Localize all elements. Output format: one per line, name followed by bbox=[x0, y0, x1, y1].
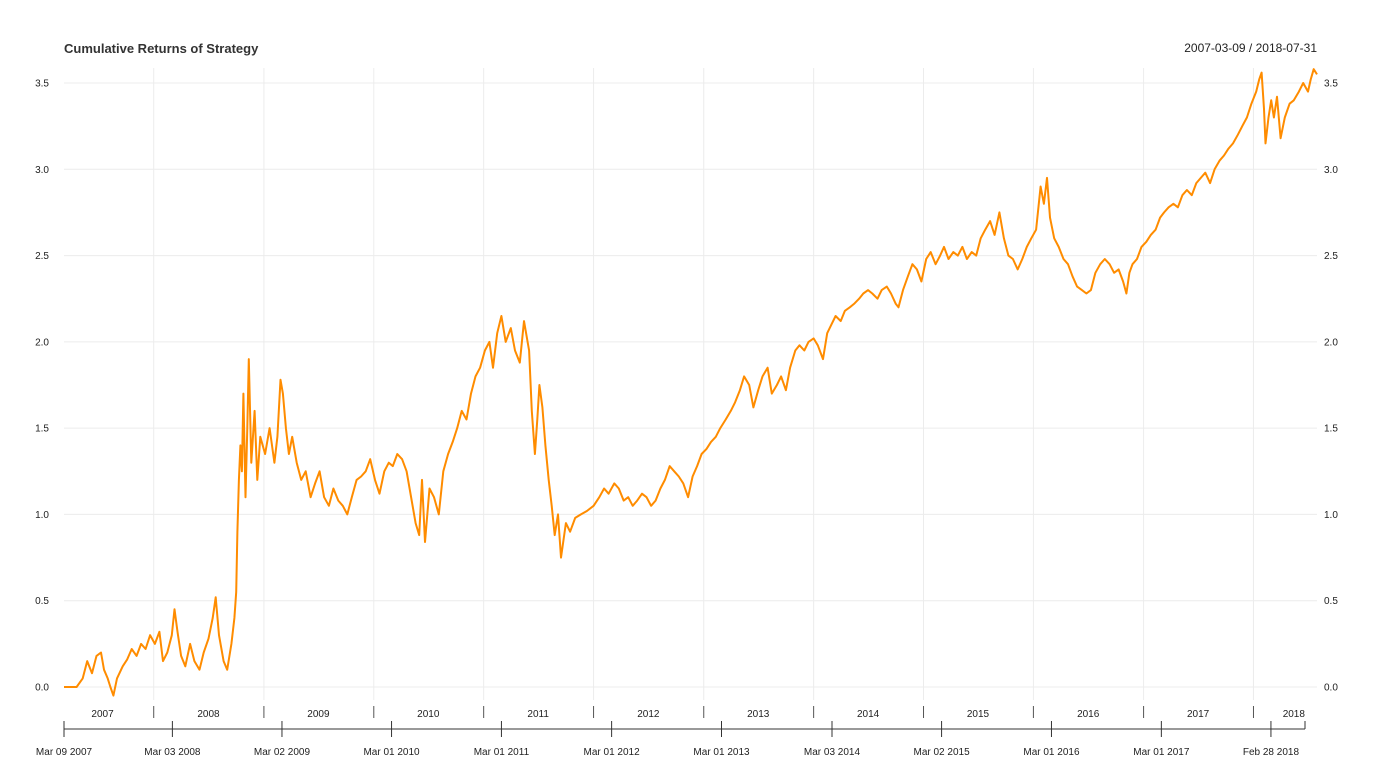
x-year-label: 2009 bbox=[307, 709, 330, 720]
date-tick-label: Mar 02 2015 bbox=[914, 747, 971, 758]
y-tick-label-right: 3.5 bbox=[1324, 79, 1338, 90]
date-tick-label: Feb 28 2018 bbox=[1243, 747, 1300, 758]
y-tick-label-left: 0.0 bbox=[35, 683, 49, 694]
date-tick-label: Mar 01 2010 bbox=[363, 747, 420, 758]
x-year-label: 2013 bbox=[747, 709, 770, 720]
date-tick-label: Mar 03 2008 bbox=[144, 747, 201, 758]
x-year-label: 2008 bbox=[197, 709, 220, 720]
date-tick-label: Mar 01 2016 bbox=[1023, 747, 1080, 758]
date-tick-label: Mar 01 2011 bbox=[474, 747, 530, 758]
y-tick-label-left: 0.5 bbox=[35, 596, 49, 607]
date-tick-label: Mar 02 2009 bbox=[254, 747, 311, 758]
x-year-label: 2010 bbox=[417, 709, 440, 720]
grid-layer bbox=[64, 68, 1317, 700]
y-tick-label-left: 3.0 bbox=[35, 165, 49, 176]
y-tick-label-left: 2.5 bbox=[35, 251, 49, 262]
x-year-label: 2007 bbox=[91, 709, 114, 720]
y-tick-label-right: 2.0 bbox=[1324, 337, 1338, 348]
y-tick-label-left: 3.5 bbox=[35, 79, 49, 90]
y-tick-label-left: 2.0 bbox=[35, 337, 49, 348]
y-tick-label-right: 3.0 bbox=[1324, 165, 1338, 176]
y-tick-label-right: 2.5 bbox=[1324, 251, 1338, 262]
x-year-label: 2016 bbox=[1077, 709, 1100, 720]
date-tick-label: Mar 01 2013 bbox=[693, 747, 750, 758]
chart-title: Cumulative Returns of Strategy bbox=[64, 41, 259, 56]
x-year-label: 2014 bbox=[857, 709, 880, 720]
axis-layer: 0.0 0.0 0.5 0.5 1.0 1.0 1.5 1.5 2.0 2.0 2.5 2.5 3.0 3… bbox=[35, 79, 1338, 759]
y-tick-label-left: 1.0 bbox=[35, 510, 49, 521]
y-tick-label-right: 0.5 bbox=[1324, 596, 1338, 607]
y-tick-label-right: 1.0 bbox=[1324, 510, 1338, 521]
y-tick-label-right: 0.0 bbox=[1324, 683, 1338, 694]
date-tick-label: Mar 01 2012 bbox=[584, 747, 641, 758]
cumulative-returns-line bbox=[64, 68, 1318, 697]
x-year-label: 2017 bbox=[1187, 709, 1210, 720]
date-range-label: 2007-03-09 / 2018-07-31 bbox=[1184, 41, 1317, 55]
x-year-label: 2011 bbox=[527, 709, 549, 720]
x-year-label: 2015 bbox=[967, 709, 990, 720]
x-year-label: 2012 bbox=[637, 709, 660, 720]
date-tick-label: Mar 03 2014 bbox=[804, 747, 861, 758]
date-tick-label: Mar 01 2017 bbox=[1133, 747, 1190, 758]
y-tick-label-right: 1.5 bbox=[1324, 424, 1338, 435]
series-layer bbox=[64, 68, 1318, 697]
y-tick-label-left: 1.5 bbox=[35, 424, 49, 435]
x-year-label: 2018 bbox=[1283, 709, 1306, 720]
date-tick-label: Mar 09 2007 bbox=[36, 747, 93, 758]
